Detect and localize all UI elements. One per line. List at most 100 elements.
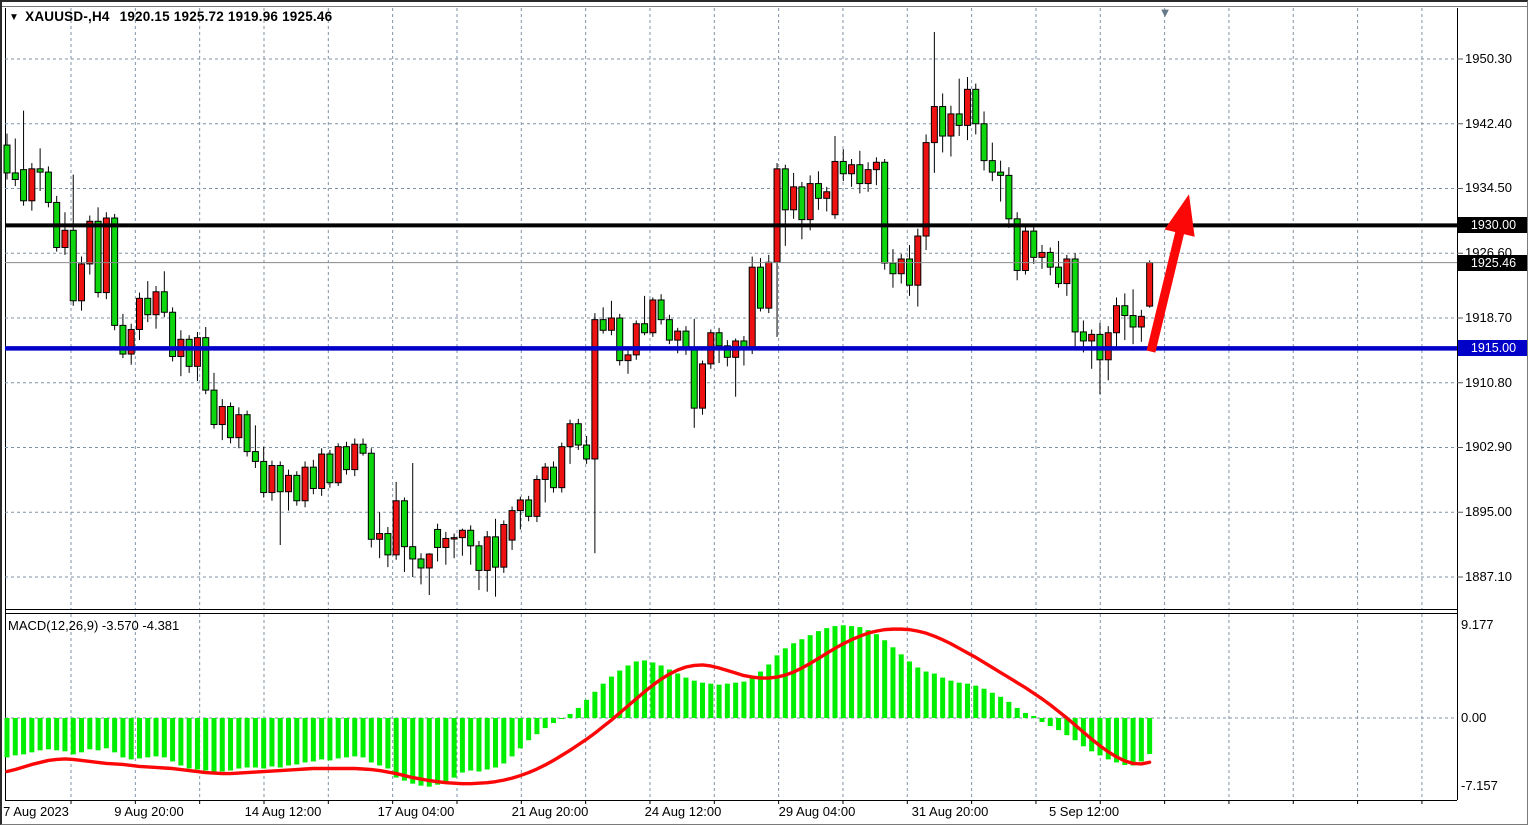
macd-histogram-bar bbox=[244, 718, 250, 768]
bear-candle-body bbox=[3, 144, 11, 174]
trend-arrow-head[interactable] bbox=[1164, 194, 1195, 237]
macd-histogram-bar bbox=[178, 718, 184, 766]
macd-histogram-bar bbox=[435, 718, 441, 785]
bear-candle-body bbox=[980, 123, 988, 162]
macd-histogram-bar bbox=[103, 718, 109, 749]
trend-arrow-shaft[interactable] bbox=[1146, 226, 1186, 353]
bull-candle-body bbox=[1146, 262, 1154, 307]
bull-candle-body bbox=[516, 499, 524, 512]
macd-histogram-bar bbox=[468, 718, 474, 771]
macd-histogram-bar bbox=[898, 654, 904, 718]
bear-candle-body bbox=[492, 536, 500, 568]
macd-histogram-bar bbox=[890, 647, 896, 718]
macd-histogram-bar bbox=[956, 682, 962, 718]
macd-histogram-bar bbox=[559, 718, 565, 720]
bear-candle-body bbox=[227, 406, 235, 439]
macd-histogram-bar bbox=[940, 677, 946, 718]
bull-candle-body bbox=[591, 319, 599, 460]
macd-histogram-bar bbox=[302, 718, 308, 763]
macd-histogram-bar bbox=[54, 718, 60, 751]
bear-candle-body bbox=[434, 528, 442, 548]
price-tick-label: 1918.70 bbox=[1465, 309, 1512, 325]
symbol-dropdown-icon[interactable]: ▼ bbox=[9, 12, 20, 23]
macd-histogram-bar bbox=[617, 670, 623, 718]
bull-candle-body bbox=[135, 297, 143, 330]
bear-candle-body bbox=[111, 217, 119, 326]
macd-histogram-bar bbox=[476, 718, 482, 772]
bear-candle-body bbox=[417, 558, 425, 569]
bull-candle-body bbox=[831, 160, 839, 216]
bear-candle-body bbox=[1071, 258, 1079, 333]
macd-histogram-bar bbox=[37, 718, 43, 751]
price-tick-label: 1934.50 bbox=[1465, 180, 1512, 196]
macd-tick-label: 9.177 bbox=[1461, 617, 1494, 633]
bear-candle-body bbox=[781, 168, 789, 211]
macd-histogram-bar bbox=[708, 683, 714, 718]
bull-candle-body bbox=[930, 106, 938, 144]
macd-histogram-bar bbox=[228, 718, 234, 771]
macd-histogram-bar bbox=[840, 625, 846, 718]
bull-candle-body bbox=[86, 220, 94, 265]
macd-histogram-bar bbox=[700, 682, 706, 718]
macd-histogram-bar bbox=[4, 718, 10, 758]
bear-candle-body bbox=[475, 545, 483, 571]
macd-histogram-bar bbox=[352, 718, 358, 757]
macd-histogram-bar bbox=[749, 677, 755, 718]
bull-candle-body bbox=[566, 423, 574, 448]
macd-histogram-bar bbox=[973, 685, 979, 718]
macd-histogram-bar bbox=[120, 718, 126, 758]
bull-candle-body bbox=[823, 191, 831, 199]
macd-histogram-bar bbox=[964, 683, 970, 718]
macd-histogram-bar bbox=[517, 718, 523, 749]
macd-histogram-bar bbox=[1072, 718, 1078, 741]
macd-histogram-bar bbox=[343, 718, 349, 758]
chart-title: ▼ XAUUSD-,H4 1920.15 1925.72 1919.96 1925.… bbox=[9, 9, 332, 24]
macd-histogram-bar bbox=[136, 718, 142, 759]
bear-candle-body bbox=[144, 297, 152, 316]
macd-histogram-bar bbox=[567, 713, 573, 718]
bull-candle-body bbox=[483, 536, 491, 571]
macd-histogram-bar bbox=[286, 718, 292, 766]
bull-candle-body bbox=[351, 443, 359, 471]
bull-candle-body bbox=[1137, 315, 1145, 328]
macd-histogram-bar bbox=[319, 718, 325, 760]
macd-histogram-bar bbox=[87, 718, 93, 750]
bear-candle-body bbox=[616, 317, 624, 362]
macd-histogram-bar bbox=[849, 626, 855, 718]
bull-candle-body bbox=[268, 465, 276, 494]
macd-histogram-bar bbox=[575, 707, 581, 718]
macd-histogram-bar bbox=[1122, 718, 1128, 765]
bull-candle-body bbox=[533, 478, 541, 517]
time-tick-label: 31 Aug 20:00 bbox=[911, 804, 989, 819]
macd-histogram-bar bbox=[608, 676, 614, 718]
bull-candle-body bbox=[1038, 251, 1046, 258]
bear-candle-body bbox=[881, 161, 889, 264]
bear-candle-body bbox=[955, 113, 963, 126]
bull-candle-body bbox=[748, 266, 756, 350]
bull-candle-body bbox=[218, 406, 226, 426]
macd-histogram-bar bbox=[774, 655, 780, 718]
bear-candle-body bbox=[210, 389, 218, 426]
bear-candle-body bbox=[574, 423, 582, 446]
macd-histogram-bar bbox=[675, 673, 681, 718]
bear-candle-body bbox=[20, 169, 28, 202]
macd-histogram-bar bbox=[145, 718, 151, 758]
bear-candle-body bbox=[160, 291, 168, 313]
macd-histogram-bar bbox=[269, 718, 275, 767]
macd-histogram-bar bbox=[741, 681, 747, 718]
bull-candle-body bbox=[458, 529, 466, 539]
bear-candle-body bbox=[342, 446, 350, 471]
macd-histogram-bar bbox=[592, 691, 598, 718]
bear-candle-body bbox=[36, 168, 44, 173]
macd-histogram-bar bbox=[418, 718, 424, 786]
bull-candle-body bbox=[922, 142, 930, 237]
macd-histogram-bar bbox=[277, 718, 283, 768]
time-marker-icon[interactable]: ▼ bbox=[1158, 5, 1172, 20]
bull-candle-body bbox=[897, 258, 905, 275]
bull-candle-body bbox=[1088, 333, 1096, 342]
macd-histogram-bar bbox=[1064, 718, 1070, 736]
macd-histogram-bar bbox=[981, 688, 987, 718]
macd-histogram-bar bbox=[733, 682, 739, 718]
bull-candle-body bbox=[790, 186, 798, 211]
